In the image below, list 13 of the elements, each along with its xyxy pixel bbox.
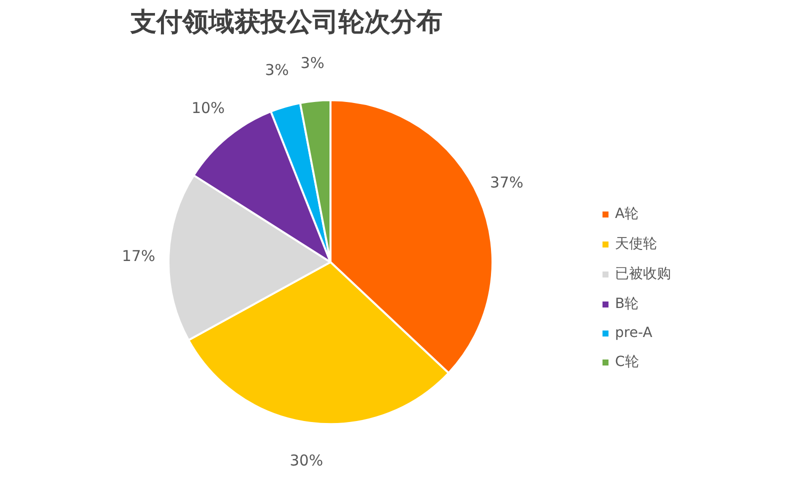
data-label: 10% bbox=[191, 99, 225, 118]
legend-label: A轮 bbox=[615, 205, 639, 223]
legend-label: pre-A bbox=[615, 325, 652, 341]
data-label: 37% bbox=[490, 174, 524, 192]
data-label: 30% bbox=[290, 451, 324, 470]
legend-label: 天使轮 bbox=[615, 235, 657, 253]
chart-title: 支付领域获投公司轮次分布 bbox=[130, 8, 442, 38]
data-label: 17% bbox=[122, 246, 156, 265]
legend-label: B轮 bbox=[615, 295, 639, 313]
legend-label: C轮 bbox=[615, 353, 639, 371]
legend-label: 已被收购 bbox=[615, 265, 671, 283]
data-label: 3% bbox=[300, 54, 324, 72]
data-label: 3% bbox=[265, 61, 289, 80]
